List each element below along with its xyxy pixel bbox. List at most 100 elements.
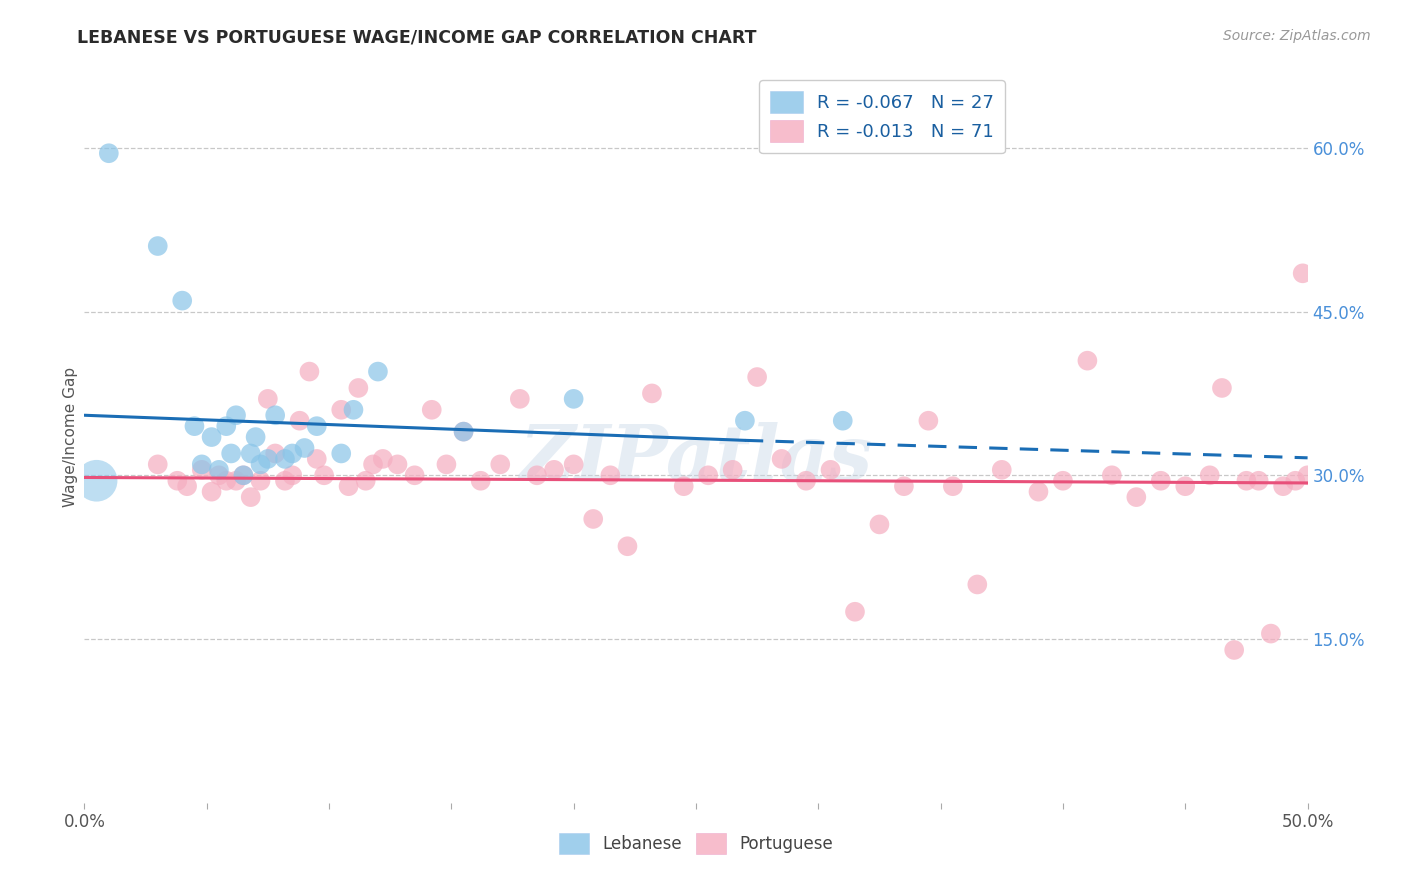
Point: [1076, 353, 1098, 368]
Legend: Lebanese, Portuguese: Lebanese, Portuguese: [553, 827, 839, 860]
Point: [1284, 474, 1306, 488]
Point: [1296, 468, 1319, 483]
Point: [1236, 474, 1258, 488]
Point: [770, 451, 793, 466]
Point: [420, 402, 443, 417]
Y-axis label: Wage/Income Gap: Wage/Income Gap: [63, 367, 77, 508]
Point: [991, 463, 1014, 477]
Point: [1211, 381, 1233, 395]
Point: [1052, 474, 1074, 488]
Point: [330, 402, 353, 417]
Point: [893, 479, 915, 493]
Point: [1174, 479, 1197, 493]
Point: [966, 577, 988, 591]
Point: [820, 463, 842, 477]
Point: [298, 365, 321, 379]
Point: [294, 441, 316, 455]
Point: [367, 365, 389, 379]
Point: [489, 458, 512, 472]
Point: [257, 392, 280, 406]
Point: [942, 479, 965, 493]
Point: [97, 146, 120, 161]
Point: [337, 479, 360, 493]
Point: [146, 239, 169, 253]
Point: [869, 517, 891, 532]
Point: [831, 414, 853, 428]
Point: [146, 458, 169, 472]
Point: [330, 446, 353, 460]
Point: [1292, 266, 1315, 280]
Point: [86, 474, 108, 488]
Point: [208, 468, 231, 483]
Point: [239, 490, 262, 504]
Point: [249, 458, 271, 472]
Point: [200, 430, 222, 444]
Point: [641, 386, 664, 401]
Point: [1260, 626, 1282, 640]
Point: [1247, 474, 1270, 488]
Point: [453, 425, 475, 439]
Point: [509, 392, 531, 406]
Point: [721, 463, 744, 477]
Point: [200, 484, 222, 499]
Point: [582, 512, 605, 526]
Point: [1028, 484, 1050, 499]
Point: [208, 463, 231, 477]
Point: [342, 402, 364, 417]
Point: [225, 409, 247, 423]
Point: [1223, 643, 1246, 657]
Point: [219, 446, 242, 460]
Point: [215, 474, 238, 488]
Point: [1150, 474, 1173, 488]
Point: [917, 414, 939, 428]
Point: [347, 381, 370, 395]
Point: [1198, 468, 1220, 483]
Point: [305, 419, 328, 434]
Point: [599, 468, 621, 483]
Point: [232, 468, 254, 483]
Point: [453, 425, 475, 439]
Point: [1272, 479, 1295, 493]
Point: [734, 414, 756, 428]
Point: [191, 463, 214, 477]
Point: [305, 451, 328, 466]
Point: [264, 409, 287, 423]
Point: [794, 474, 817, 488]
Point: [288, 414, 311, 428]
Point: [191, 458, 214, 472]
Point: [470, 474, 492, 488]
Point: [249, 474, 271, 488]
Point: [616, 539, 638, 553]
Text: Source: ZipAtlas.com: Source: ZipAtlas.com: [1223, 29, 1371, 43]
Point: [697, 468, 720, 483]
Point: [264, 446, 287, 460]
Point: [257, 451, 280, 466]
Point: [526, 468, 548, 483]
Point: [1101, 468, 1123, 483]
Point: [225, 474, 247, 488]
Text: LEBANESE VS PORTUGUESE WAGE/INCOME GAP CORRELATION CHART: LEBANESE VS PORTUGUESE WAGE/INCOME GAP C…: [77, 29, 756, 46]
Point: [436, 458, 458, 472]
Point: [562, 392, 585, 406]
Point: [232, 468, 254, 483]
Point: [747, 370, 769, 384]
Point: [543, 463, 565, 477]
Point: [215, 419, 238, 434]
Point: [245, 430, 267, 444]
Point: [404, 468, 426, 483]
Point: [1125, 490, 1147, 504]
Point: [354, 474, 377, 488]
Text: ZIPatlas: ZIPatlas: [519, 422, 873, 496]
Point: [314, 468, 336, 483]
Point: [281, 468, 304, 483]
Point: [371, 451, 394, 466]
Point: [281, 446, 304, 460]
Point: [172, 293, 194, 308]
Point: [562, 458, 585, 472]
Point: [183, 419, 205, 434]
Point: [176, 479, 198, 493]
Point: [166, 474, 188, 488]
Point: [239, 446, 262, 460]
Point: [672, 479, 695, 493]
Point: [274, 451, 297, 466]
